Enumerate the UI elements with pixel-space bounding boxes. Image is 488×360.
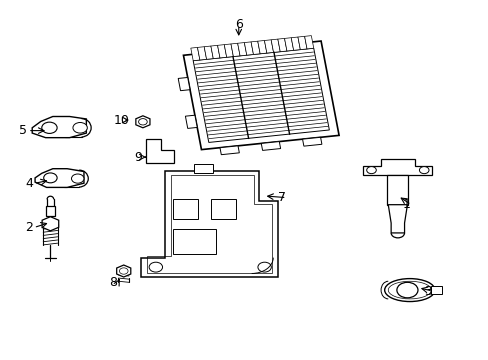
Bar	[172, 199, 197, 219]
Polygon shape	[363, 159, 431, 175]
Circle shape	[366, 167, 375, 174]
Polygon shape	[302, 137, 321, 146]
Polygon shape	[185, 115, 197, 129]
Polygon shape	[183, 41, 338, 150]
Polygon shape	[190, 48, 200, 61]
Polygon shape	[146, 139, 174, 163]
Polygon shape	[261, 141, 280, 150]
Circle shape	[41, 122, 57, 134]
Bar	[386, 175, 407, 205]
Polygon shape	[210, 45, 220, 59]
Polygon shape	[204, 46, 213, 59]
Text: 8: 8	[109, 276, 117, 289]
Polygon shape	[35, 169, 84, 188]
Polygon shape	[42, 217, 59, 231]
Bar	[430, 286, 441, 294]
Circle shape	[138, 118, 147, 125]
Polygon shape	[304, 36, 313, 49]
Polygon shape	[277, 39, 286, 52]
Circle shape	[396, 282, 417, 298]
Polygon shape	[230, 43, 240, 57]
Circle shape	[149, 262, 162, 272]
Polygon shape	[141, 171, 278, 277]
Polygon shape	[217, 45, 226, 58]
Polygon shape	[32, 117, 86, 138]
Text: 5: 5	[19, 124, 27, 137]
Circle shape	[73, 122, 87, 133]
Text: 3: 3	[424, 285, 431, 298]
Polygon shape	[284, 38, 293, 51]
Polygon shape	[117, 265, 130, 277]
Text: 10: 10	[114, 113, 130, 126]
Polygon shape	[220, 146, 239, 155]
Polygon shape	[387, 205, 407, 233]
Text: 7: 7	[278, 191, 285, 204]
Polygon shape	[244, 42, 253, 55]
Polygon shape	[257, 40, 266, 54]
Bar	[210, 199, 235, 219]
Bar	[45, 207, 55, 216]
Text: 1: 1	[402, 198, 410, 211]
Circle shape	[419, 167, 428, 174]
Text: 2: 2	[25, 221, 33, 234]
Circle shape	[43, 173, 57, 183]
Polygon shape	[291, 37, 300, 50]
Circle shape	[119, 268, 128, 274]
Text: 9: 9	[134, 150, 142, 163]
Polygon shape	[136, 116, 150, 128]
Circle shape	[71, 174, 84, 183]
Polygon shape	[224, 44, 233, 57]
Bar	[172, 229, 215, 254]
Polygon shape	[193, 48, 329, 143]
Polygon shape	[264, 40, 273, 53]
Polygon shape	[237, 42, 246, 56]
Polygon shape	[197, 47, 206, 60]
Polygon shape	[250, 41, 260, 54]
Text: 4: 4	[25, 177, 33, 190]
Polygon shape	[297, 36, 306, 50]
Text: 6: 6	[234, 18, 242, 31]
Polygon shape	[178, 77, 190, 91]
Bar	[194, 164, 213, 173]
Ellipse shape	[384, 279, 434, 302]
Polygon shape	[271, 39, 280, 52]
Circle shape	[257, 262, 271, 272]
